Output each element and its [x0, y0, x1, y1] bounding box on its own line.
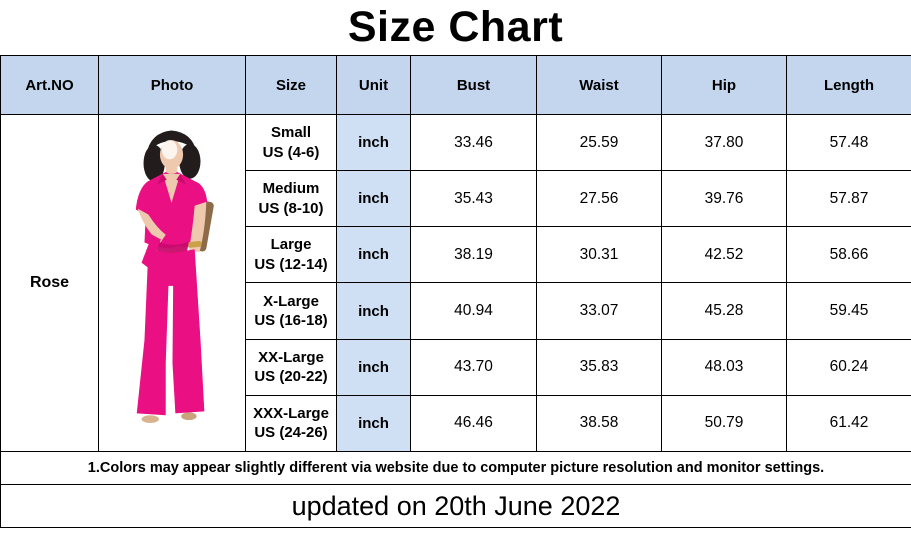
photo-cell	[98, 114, 246, 452]
size-label: XX-Large	[258, 348, 324, 366]
header-waist: Waist	[536, 55, 662, 115]
table-row: XXX-Large US (24-26) inch 46.46 38.58 50…	[1, 394, 911, 453]
bust-value: 43.70	[410, 338, 537, 396]
size-cell: Small US (4-6)	[245, 113, 337, 172]
hip-value: 45.28	[661, 282, 787, 340]
size-cell: XXX-Large US (24-26)	[245, 394, 337, 453]
length-value: 59.45	[786, 282, 911, 340]
table-row: Large US (12-14) inch 38.19 30.31 42.52 …	[1, 226, 911, 284]
unit-cell: inch	[336, 226, 411, 284]
hip-value: 39.76	[661, 170, 787, 228]
size-label: Large	[270, 236, 312, 254]
bust-value: 40.94	[410, 282, 537, 340]
size-label: Small	[270, 124, 312, 142]
size-cell: X-Large US (16-18)	[245, 282, 337, 340]
size-label: XXX-Large	[253, 404, 329, 422]
note-row: 1.Colors may appear slightly different v…	[0, 451, 911, 485]
waist-value: 33.07	[536, 282, 662, 340]
waist-value: 27.56	[536, 170, 662, 228]
product-photo	[101, 117, 243, 449]
header-unit: Unit	[336, 55, 411, 115]
page-title: Size Chart	[347, 3, 564, 51]
unit-cell: inch	[336, 338, 411, 396]
hip-value: 42.52	[661, 226, 787, 284]
footer-row: updated on 20th June 2022	[0, 484, 911, 528]
length-value: 61.42	[786, 394, 911, 453]
header-art-no: Art.NO	[0, 55, 99, 115]
size-table: Art.NO Photo Size Unit Bust Waist Hip Le…	[0, 55, 911, 528]
size-label: X-Large	[263, 292, 319, 310]
size-range: US (20-22)	[254, 368, 328, 386]
length-value: 60.24	[786, 338, 911, 396]
bust-value: 33.46	[410, 113, 537, 172]
note-text: 1.Colors may appear slightly different v…	[0, 451, 911, 485]
size-range: US (4-6)	[262, 143, 320, 161]
size-range: US (16-18)	[254, 312, 328, 330]
unit-cell: inch	[336, 113, 411, 172]
bust-value: 38.19	[410, 226, 537, 284]
size-cell: Large US (12-14)	[245, 226, 337, 284]
header-photo: Photo	[98, 55, 246, 115]
header-hip: Hip	[661, 55, 787, 115]
waist-value: 35.83	[536, 338, 662, 396]
hip-value: 48.03	[661, 338, 787, 396]
waist-value: 30.31	[536, 226, 662, 284]
bust-value: 46.46	[410, 394, 537, 453]
table-row: Medium US (8-10) inch 35.43 27.56 39.76 …	[1, 170, 911, 228]
hip-value: 37.80	[661, 113, 787, 172]
header-length: Length	[786, 55, 911, 115]
model-photo-icon	[135, 130, 214, 423]
table-row: Rose	[0, 113, 911, 452]
art-no-value: Rose	[0, 114, 99, 452]
size-label: Medium	[262, 180, 320, 198]
length-value: 58.66	[786, 226, 911, 284]
length-value: 57.87	[786, 170, 911, 228]
header-size: Size	[245, 55, 337, 115]
length-value: 57.48	[786, 113, 911, 172]
header-row: Art.NO Photo Size Unit Bust Waist Hip Le…	[0, 55, 911, 115]
updated-date-text: updated on 20th June 2022	[0, 484, 911, 528]
size-cell: XX-Large US (20-22)	[245, 338, 337, 396]
waist-value: 25.59	[536, 113, 662, 172]
size-range: US (24-26)	[254, 424, 328, 442]
size-range: US (12-14)	[254, 255, 328, 273]
unit-cell: inch	[336, 170, 411, 228]
hip-value: 50.79	[661, 394, 787, 453]
header-bust: Bust	[410, 55, 537, 115]
unit-cell: inch	[336, 282, 411, 340]
bust-value: 35.43	[410, 170, 537, 228]
unit-cell: inch	[336, 394, 411, 453]
size-range: US (8-10)	[258, 199, 324, 217]
size-cell: Medium US (8-10)	[245, 170, 337, 228]
waist-value: 38.58	[536, 394, 662, 453]
